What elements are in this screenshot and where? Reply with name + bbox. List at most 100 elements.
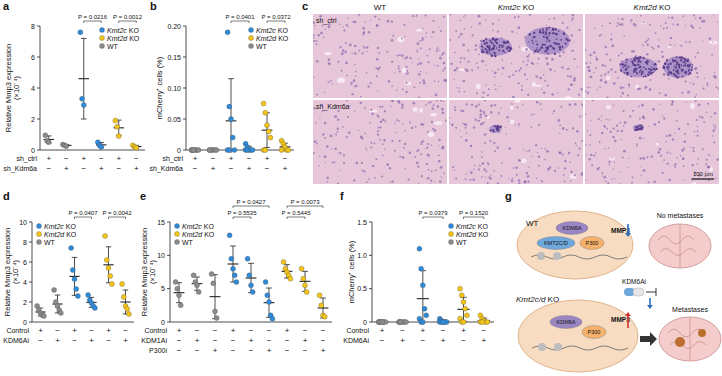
tissue-nucleus bbox=[330, 80, 332, 82]
tumor-nucleus bbox=[672, 58, 674, 60]
tissue-nucleus bbox=[466, 173, 467, 174]
tumor-nucleus bbox=[559, 46, 562, 49]
tissue-nucleus bbox=[464, 123, 467, 126]
tissue-nucleus bbox=[501, 108, 502, 109]
tissue-nucleus bbox=[663, 117, 664, 118]
y-tick bbox=[29, 262, 32, 263]
tissue-nucleus bbox=[663, 159, 665, 161]
tumor-nucleus bbox=[687, 59, 689, 61]
tissue-nucleus bbox=[676, 157, 678, 159]
tissue-nucleus bbox=[518, 126, 519, 127]
tissue-nucleus bbox=[697, 76, 699, 78]
tissue-nucleus bbox=[438, 139, 440, 141]
tissue-nucleus bbox=[384, 110, 386, 112]
tissue-nucleus bbox=[671, 103, 674, 106]
tissue-nucleus bbox=[508, 76, 510, 78]
condition-mark: + bbox=[106, 326, 111, 335]
tumor-nucleus bbox=[482, 40, 484, 42]
tumor-nucleus bbox=[636, 68, 638, 70]
tissue-nucleus bbox=[549, 68, 552, 71]
tissue-nucleus bbox=[531, 156, 532, 157]
tumor-nucleus bbox=[490, 41, 492, 43]
tissue-nucleus bbox=[465, 15, 466, 16]
panel-label: d bbox=[3, 190, 10, 202]
p-value: P = 0.5535 bbox=[227, 210, 257, 216]
data-point bbox=[299, 266, 304, 271]
tissue-nucleus bbox=[439, 57, 442, 60]
tissue-nucleus bbox=[652, 108, 655, 111]
tissue-nucleus bbox=[588, 158, 591, 161]
tissue-nucleus bbox=[378, 116, 380, 118]
data-point bbox=[196, 148, 201, 153]
tissue-nucleus bbox=[601, 34, 603, 36]
tissue-nucleus bbox=[422, 37, 424, 39]
tissue-nucleus bbox=[427, 61, 429, 63]
tissue-nucleus bbox=[696, 119, 698, 121]
tumor-nucleus bbox=[492, 129, 494, 131]
condition-mark: + bbox=[249, 336, 254, 345]
tissue-nucleus bbox=[627, 95, 629, 97]
tumor-nucleus bbox=[486, 51, 489, 54]
tissue-nucleus bbox=[689, 41, 691, 43]
tissue-nucleus bbox=[469, 179, 471, 181]
tumor-nucleus bbox=[666, 59, 668, 61]
tissue-nucleus bbox=[608, 161, 610, 163]
y-tick bbox=[167, 255, 170, 256]
tissue-nucleus bbox=[455, 30, 457, 32]
tissue-nucleus bbox=[614, 140, 617, 143]
tissue-vessel bbox=[641, 22, 645, 25]
tissue-nucleus bbox=[528, 150, 530, 152]
tissue-nucleus bbox=[668, 78, 670, 80]
tissue-nucleus bbox=[592, 100, 594, 101]
tissue-nucleus bbox=[374, 16, 376, 18]
tissue-nucleus bbox=[518, 159, 521, 162]
arrow-head bbox=[625, 312, 631, 316]
tumor-nucleus bbox=[680, 69, 682, 71]
tumor-nucleus bbox=[482, 47, 484, 49]
tissue-nucleus bbox=[358, 49, 360, 51]
tissue-nucleus bbox=[476, 62, 478, 64]
panel-label: g bbox=[505, 190, 512, 202]
tissue-background bbox=[449, 100, 583, 184]
tissue-nucleus bbox=[354, 52, 356, 54]
tissue-nucleus bbox=[562, 15, 563, 16]
tissue-nucleus bbox=[622, 110, 624, 112]
tumor-nucleus bbox=[506, 47, 508, 49]
tissue-nucleus bbox=[554, 170, 556, 172]
tumor-nucleus bbox=[542, 32, 544, 34]
tissue-nucleus bbox=[523, 149, 524, 150]
tissue-nucleus bbox=[418, 58, 419, 59]
tissue-nucleus bbox=[615, 71, 617, 73]
tissue-nucleus bbox=[339, 152, 341, 154]
tissue-nucleus bbox=[593, 154, 595, 156]
tumor-nucleus bbox=[640, 69, 642, 71]
condition-mark: − bbox=[303, 326, 308, 335]
legend-label: WT bbox=[182, 239, 194, 246]
tissue-nucleus bbox=[632, 50, 635, 53]
tissue-nucleus bbox=[638, 105, 640, 107]
tissue-nucleus bbox=[395, 72, 396, 73]
legend: Kmt2c KOKmt2d KOWT bbox=[175, 223, 215, 246]
panel-label: c bbox=[302, 0, 308, 12]
condition-mark: + bbox=[177, 326, 182, 335]
tissue-nucleus bbox=[360, 102, 362, 104]
tissue-vessel bbox=[521, 158, 526, 163]
p-bracket bbox=[84, 21, 102, 23]
data-point bbox=[227, 104, 232, 109]
tissue-nucleus bbox=[689, 146, 690, 147]
tissue-nucleus bbox=[459, 61, 461, 63]
tissue-nucleus bbox=[484, 134, 486, 136]
tissue-nucleus bbox=[570, 84, 572, 86]
tissue-nucleus bbox=[600, 75, 602, 77]
tissue-nucleus bbox=[648, 125, 649, 126]
tissue-nucleus bbox=[579, 115, 581, 117]
y-tick-label: 2 bbox=[23, 299, 27, 306]
tissue-nucleus bbox=[327, 181, 329, 183]
tissue-nucleus bbox=[706, 111, 708, 113]
tissue-nucleus bbox=[613, 137, 615, 139]
y-tick-label: 1.5 bbox=[357, 219, 367, 226]
panel: a02468Relative Mmp3 expression(×10⁻⁴)sh_… bbox=[3, 0, 145, 173]
tissue-nucleus bbox=[635, 55, 637, 57]
tissue-nucleus bbox=[569, 75, 571, 77]
tissue-nucleus bbox=[434, 94, 437, 97]
